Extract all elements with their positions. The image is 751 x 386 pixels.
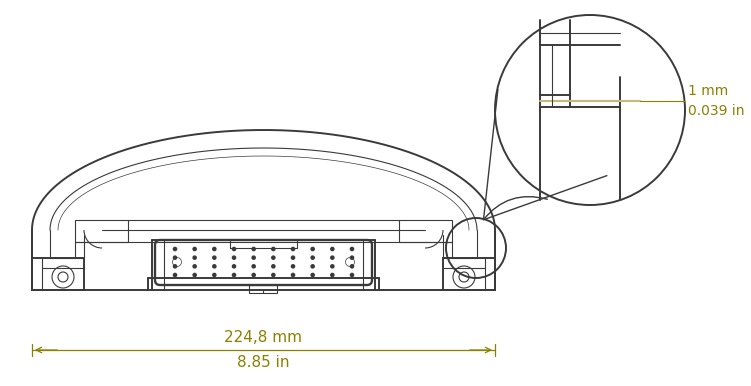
Bar	[32, 258, 84, 290]
Circle shape	[232, 256, 237, 260]
Circle shape	[330, 247, 335, 251]
Text: 0.039 in: 0.039 in	[688, 104, 744, 118]
Circle shape	[212, 247, 216, 251]
Bar	[75, 220, 128, 242]
Circle shape	[192, 264, 197, 269]
Circle shape	[252, 264, 256, 269]
Circle shape	[173, 247, 177, 251]
Bar	[443, 258, 495, 290]
Circle shape	[350, 273, 354, 277]
Circle shape	[330, 264, 335, 269]
FancyArrowPatch shape	[484, 90, 607, 220]
Circle shape	[291, 273, 295, 277]
Circle shape	[212, 256, 216, 260]
Circle shape	[252, 273, 256, 277]
Circle shape	[232, 264, 237, 269]
Circle shape	[232, 247, 237, 251]
Circle shape	[192, 273, 197, 277]
Circle shape	[271, 247, 276, 251]
Circle shape	[173, 256, 177, 260]
Circle shape	[232, 273, 237, 277]
Circle shape	[173, 273, 177, 277]
Text: 8.85 in: 8.85 in	[237, 355, 290, 370]
Circle shape	[310, 256, 315, 260]
Circle shape	[350, 264, 354, 269]
Circle shape	[330, 273, 335, 277]
Circle shape	[310, 264, 315, 269]
Circle shape	[350, 256, 354, 260]
Circle shape	[291, 247, 295, 251]
Circle shape	[271, 273, 276, 277]
Text: 224,8 mm: 224,8 mm	[225, 330, 303, 345]
Circle shape	[310, 247, 315, 251]
Circle shape	[192, 247, 197, 251]
Circle shape	[291, 256, 295, 260]
Circle shape	[192, 256, 197, 260]
Circle shape	[212, 273, 216, 277]
Circle shape	[291, 264, 295, 269]
Circle shape	[271, 256, 276, 260]
Bar	[399, 220, 452, 242]
Text: 1 mm: 1 mm	[688, 84, 728, 98]
Circle shape	[173, 264, 177, 269]
Circle shape	[330, 256, 335, 260]
Circle shape	[212, 264, 216, 269]
Bar	[249, 285, 277, 293]
Circle shape	[252, 247, 256, 251]
Circle shape	[350, 247, 354, 251]
Circle shape	[310, 273, 315, 277]
Circle shape	[271, 264, 276, 269]
Circle shape	[252, 256, 256, 260]
